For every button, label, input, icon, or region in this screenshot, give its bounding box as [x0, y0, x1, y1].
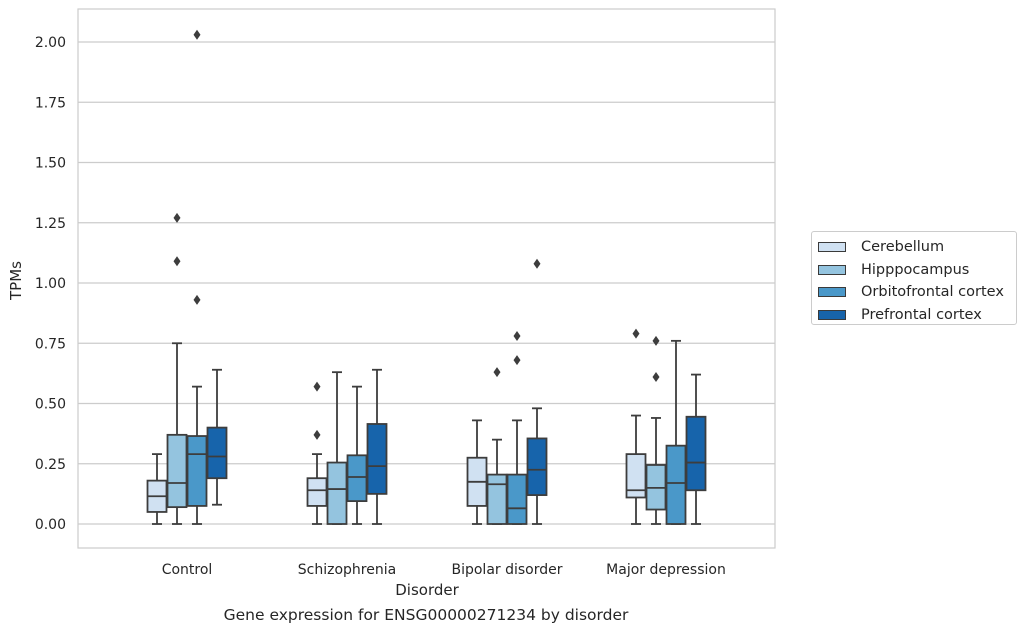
outlier-point	[173, 212, 181, 223]
legend-swatch	[818, 309, 846, 320]
outlier-point	[513, 355, 521, 366]
box	[526, 258, 548, 525]
box-body	[366, 423, 388, 495]
legend: Cerebellum Hipppocampus Orbitofrontal cort…	[811, 231, 1017, 325]
outlier-point	[493, 367, 501, 378]
box	[466, 419, 488, 525]
y-tick-label: 1.50	[35, 156, 66, 172]
box-body	[306, 477, 328, 507]
x-tick-labels: Control Schizophrenia Bipolar disorder Majo…	[162, 562, 726, 578]
y-tick-label: 1.25	[35, 216, 66, 232]
plot-frame	[77, 8, 776, 549]
box-body	[665, 444, 687, 525]
outlier-point	[533, 258, 541, 269]
y-tick-label: 0.50	[35, 397, 66, 413]
outlier-point	[313, 381, 321, 392]
y-tick-labels: 0.00 0.25 0.50 0.75 1.00 1.25 1.50 1.75 2.00	[35, 35, 66, 533]
legend-swatch	[818, 264, 846, 275]
y-tick-label: 0.00	[35, 517, 66, 533]
y-tick-label: 2.00	[35, 35, 66, 51]
legend-label: Prefrontal cortex	[861, 306, 982, 323]
box-body	[526, 437, 548, 496]
box-body	[166, 433, 188, 509]
legend-item: Orbitofrontal cortex	[818, 281, 1016, 304]
outlier-point	[652, 335, 660, 346]
box-body	[506, 473, 528, 525]
box-body	[346, 454, 368, 503]
box	[486, 367, 508, 525]
x-tick-label: Control	[162, 562, 213, 578]
box	[166, 212, 188, 525]
x-tick-label: Major depression	[606, 562, 726, 578]
box	[186, 29, 208, 525]
y-tick-label: 1.00	[35, 276, 66, 292]
legend-label: Orbitofrontal cortex	[861, 284, 1004, 301]
box	[306, 381, 328, 525]
legend-swatch	[818, 287, 846, 298]
y-axis-label: TPMs	[7, 261, 25, 301]
box-body	[326, 461, 348, 525]
series-cerebellum	[146, 328, 647, 525]
outlier-point	[313, 429, 321, 440]
outlier-point	[193, 29, 201, 40]
outlier-point	[652, 371, 660, 382]
x-axis-label: Disorder	[395, 581, 459, 599]
y-tick-label: 0.75	[35, 336, 66, 352]
box-body	[685, 415, 707, 492]
legend-item: Cerebellum	[818, 236, 1016, 259]
x-tick-label: Schizophrenia	[298, 562, 396, 578]
outlier-point	[173, 256, 181, 267]
box	[346, 385, 368, 525]
box-series	[146, 29, 707, 525]
box	[506, 331, 528, 525]
box	[146, 453, 168, 525]
box-body	[486, 473, 508, 525]
box	[366, 368, 388, 525]
series-prefrontal-cortex	[206, 258, 707, 525]
box	[645, 335, 667, 525]
box-body	[206, 426, 228, 480]
box	[326, 371, 348, 525]
box	[685, 373, 707, 525]
chart-caption: Gene expression for ENSG00000271234 by d…	[223, 606, 629, 624]
legend-label: Hipppocampus	[861, 261, 970, 278]
box-body	[186, 435, 208, 507]
outlier-point	[632, 328, 640, 339]
box	[665, 339, 687, 525]
outlier-point	[513, 331, 521, 342]
x-tick-label: Bipolar disorder	[451, 562, 562, 578]
box-body	[625, 453, 647, 499]
legend-item: Prefrontal cortex	[818, 304, 1016, 327]
outlier-point	[193, 294, 201, 305]
series-orbitofrontal-cortex	[186, 29, 687, 525]
legend-label: Cerebellum	[861, 239, 945, 256]
series-hipppocampus	[166, 212, 667, 525]
y-tick-label: 0.25	[35, 457, 66, 473]
legend-swatch	[818, 242, 846, 253]
box	[625, 328, 647, 525]
box	[206, 368, 228, 506]
y-tick-label: 1.75	[35, 95, 66, 111]
legend-item: Hipppocampus	[818, 259, 1016, 282]
